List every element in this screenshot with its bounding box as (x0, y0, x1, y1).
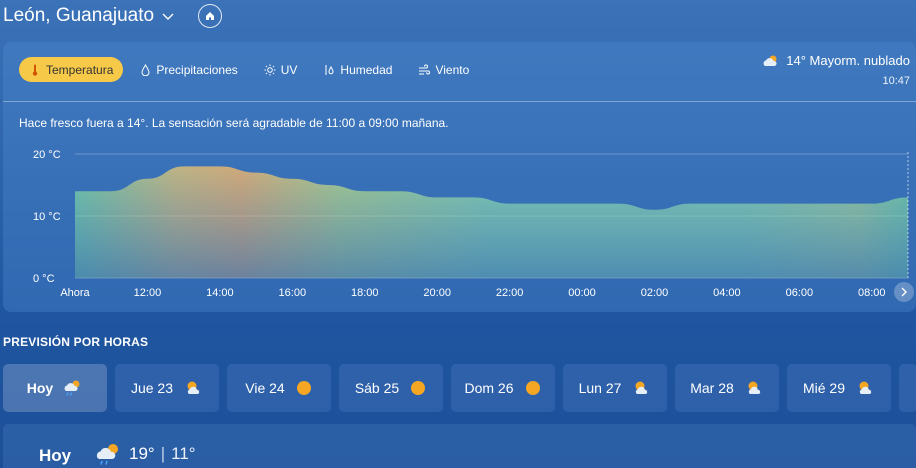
low-temp: 11° (171, 444, 196, 463)
tab-label: Humedad (340, 62, 393, 77)
day-tab-dom-26[interactable]: Dom 26 (451, 364, 555, 412)
day-label: Lun 27 (578, 380, 622, 396)
wind-icon (418, 64, 431, 76)
day-label: Mar 28 (690, 380, 734, 396)
tab-label: Temperatura (46, 62, 114, 77)
day-tab-sab-25[interactable]: Sáb 25 (339, 364, 443, 412)
tab-viento[interactable]: Viento (408, 57, 479, 82)
temperature-summary: Hace fresco fuera a 14°. La sensación se… (19, 116, 449, 130)
day-label: Vie 24 (245, 380, 285, 396)
day-tab-next[interactable] (899, 364, 916, 412)
sun-icon (411, 381, 426, 395)
x-tick-label: 14:00 (206, 287, 234, 299)
drop-icon (139, 63, 151, 76)
x-tick-label: 00:00 (568, 287, 596, 299)
partly-cloudy-icon (748, 381, 760, 394)
detail-day-label: Hoy (39, 446, 72, 465)
day-detail: Hoy 19° | 11° (3, 424, 916, 468)
tab-label: UV (280, 62, 298, 77)
tab-label: Viento (435, 62, 470, 77)
day-tab-vie-24[interactable]: Vie 24 (227, 364, 331, 412)
humidity-icon (323, 64, 335, 76)
temperature-card: Temperatura Precipitaciones UV Humedad V… (3, 42, 916, 312)
location-selector[interactable]: León, Guanajuato (0, 5, 176, 27)
sun-icon (264, 64, 276, 76)
current-time: 10:47 (882, 75, 910, 87)
y-tick-label: 10 °C (33, 211, 61, 223)
home-icon (206, 12, 215, 20)
day-tab-jue-23[interactable]: Jue 23 (115, 364, 219, 412)
tab-label: Precipitaciones (156, 62, 238, 77)
partly-cloudy-icon (763, 55, 777, 66)
x-tick-label: 18:00 (351, 287, 379, 299)
chevron-right-icon (901, 287, 907, 297)
cloud-rain-sun-icon (96, 444, 118, 465)
top-bar: León, Guanajuato (0, 0, 223, 32)
sun-icon (525, 381, 540, 395)
x-tick-label: 16:00 (279, 287, 307, 299)
day-label: Hoy (26, 380, 54, 396)
divider (3, 101, 916, 102)
tab-humedad[interactable]: Humedad (313, 57, 402, 82)
x-tick-label: Ahora (60, 287, 90, 299)
day-tab-lun-27[interactable]: Lun 27 (563, 364, 667, 412)
temperature-chart[interactable]: 20 °C 10 °C 0 °C Ahora 12:00 14:00 16:00 18:00… (3, 140, 916, 312)
x-tick-label: 12:00 (134, 287, 162, 299)
partly-cloudy-icon (635, 381, 648, 394)
day-selector: Hoy Jue 23 Vie 24 Sáb 25 Dom 26 Lun 27 M… (3, 364, 916, 412)
x-tick-label: 08:00 (858, 287, 886, 299)
x-tick-label: 20:00 (423, 287, 451, 299)
detail-temps: 19° | 11° (95, 442, 196, 466)
day-tab-mar-28[interactable]: Mar 28 (675, 364, 779, 412)
y-tick-label: 20 °C (33, 149, 61, 161)
location-name: León, Guanajuato (3, 5, 155, 26)
x-tick-label: 06:00 (786, 287, 814, 299)
y-tick-label: 0 °C (33, 273, 55, 285)
day-label: Sáb 25 (354, 380, 400, 396)
current-summary: 14° Mayorm. nublado (786, 53, 910, 68)
metric-tabs: Temperatura Precipitaciones UV Humedad V… (19, 57, 479, 82)
temp-separator: | (160, 444, 166, 463)
day-label: Dom 26 (464, 380, 514, 396)
current-conditions: 14° Mayorm. nublado 10:47 (762, 53, 910, 87)
partly-cloudy-icon (187, 381, 200, 394)
cloud-rain-sun-icon (64, 380, 80, 396)
section-title: PREVISIÓN POR HORAS (3, 335, 149, 349)
chart-next-button[interactable] (894, 282, 914, 302)
chevron-down-icon (162, 13, 174, 20)
day-label: Mié 29 (802, 380, 846, 396)
x-tick-label: 02:00 (641, 287, 669, 299)
temperature-area (75, 166, 908, 278)
home-button[interactable] (198, 4, 223, 28)
tab-uv[interactable]: UV (254, 57, 308, 82)
day-label: Jue 23 (130, 380, 174, 396)
x-tick-label: 22:00 (496, 287, 524, 299)
partly-cloudy-icon (859, 381, 872, 394)
tab-temperatura[interactable]: Temperatura (19, 57, 124, 82)
high-temp: 19° (129, 444, 155, 463)
x-tick-label: 04:00 (713, 287, 741, 299)
sun-icon (296, 381, 311, 395)
tab-precipitaciones[interactable]: Precipitaciones (129, 57, 247, 82)
day-tab-hoy[interactable]: Hoy (3, 364, 107, 412)
day-tab-mie-29[interactable]: Mié 29 (787, 364, 891, 412)
thermometer-icon (29, 64, 41, 76)
